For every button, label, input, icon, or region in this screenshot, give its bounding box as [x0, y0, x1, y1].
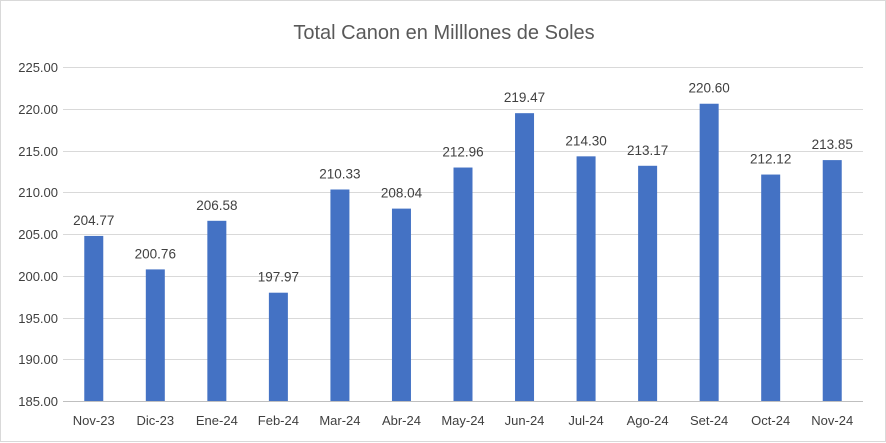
bar-nov-23 [84, 235, 104, 401]
x-tick-label: Abr-24 [382, 413, 421, 428]
bar-ago-24 [638, 165, 658, 401]
bar-nov-24 [822, 160, 842, 401]
data-label: 213.17 [627, 143, 668, 158]
data-label: 200.76 [135, 246, 176, 261]
x-tick-label: Set-24 [690, 413, 728, 428]
data-label: 220.60 [689, 81, 730, 96]
bar-mar-24 [330, 189, 350, 401]
chart-title: Total Canon en Milllones de Soles [293, 22, 594, 44]
data-label: 214.30 [565, 133, 606, 148]
bars [84, 103, 842, 402]
y-tick-label: 190.00 [18, 352, 58, 367]
data-labels: 204.77 200.76 206.58 197.97 210.33 208.04 212.… [73, 81, 853, 285]
bar-jun-24 [515, 113, 535, 401]
x-axis-tick-labels: Nov-23 Dic-23 Ene-24 Feb-24 Mar-24 Abr-24 May-… [73, 413, 853, 428]
bar-feb-24 [268, 292, 288, 401]
y-tick-label: 195.00 [18, 311, 58, 326]
x-tick-label: Nov-24 [811, 413, 853, 428]
bar-abr-24 [391, 208, 411, 401]
x-tick-label: Mar-24 [319, 413, 360, 428]
bar-may-24 [453, 167, 473, 401]
bar-jul-24 [576, 156, 596, 401]
y-tick-label: 225.00 [18, 60, 58, 75]
x-tick-label: May-24 [441, 413, 484, 428]
data-label: 204.77 [73, 213, 114, 228]
y-tick-label: 205.00 [18, 227, 58, 242]
x-tick-label: Dic-23 [137, 413, 175, 428]
data-label: 212.12 [750, 152, 791, 167]
x-tick-label: Feb-24 [258, 413, 299, 428]
bar-set-24 [699, 103, 719, 402]
x-tick-label: Jul-24 [568, 413, 603, 428]
data-label: 212.96 [442, 145, 483, 160]
y-tick-label: 220.00 [18, 102, 58, 117]
x-tick-label: Jun-24 [505, 413, 545, 428]
y-tick-label: 210.00 [18, 185, 58, 200]
data-label: 206.58 [196, 198, 237, 213]
data-label: 219.47 [504, 90, 545, 105]
y-tick-label: 200.00 [18, 269, 58, 284]
data-label: 197.97 [258, 270, 299, 285]
bar-oct-24 [761, 174, 781, 401]
x-tick-label: Nov-23 [73, 413, 115, 428]
data-label: 210.33 [319, 166, 360, 181]
bar-dic-23 [145, 269, 165, 401]
x-tick-label: Ago-24 [627, 413, 669, 428]
x-tick-label: Ene-24 [196, 413, 238, 428]
bar-ene-24 [207, 220, 227, 401]
y-axis-tick-labels: 185.00 190.00 195.00 200.00 205.00 210.00 215.… [18, 60, 58, 409]
data-label: 208.04 [381, 186, 423, 201]
y-tick-label: 185.00 [18, 394, 58, 409]
x-tick-label: Oct-24 [751, 413, 790, 428]
y-tick-label: 215.00 [18, 144, 58, 159]
data-label: 213.85 [812, 137, 853, 152]
